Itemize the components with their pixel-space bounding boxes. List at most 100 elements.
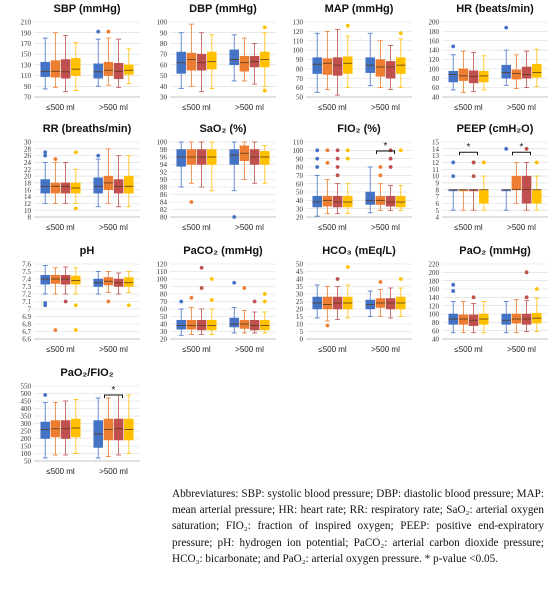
- y-tick-label: 100: [21, 450, 32, 458]
- significance-bracket: [459, 151, 478, 156]
- y-tick-label: 60: [160, 61, 168, 69]
- y-tick-label: 86: [160, 191, 168, 199]
- y-tick-label: 7.1: [22, 298, 31, 306]
- outlier-point: [335, 148, 340, 153]
- outlier-point: [388, 156, 393, 161]
- box: [50, 60, 61, 78]
- box: [385, 61, 396, 79]
- x-category-label: >500 ml: [235, 103, 264, 112]
- outlier-point: [315, 156, 320, 161]
- y-tick-label: 200: [429, 19, 440, 27]
- significance-bracket: [376, 150, 395, 154]
- outlier-point: [189, 295, 194, 300]
- outlier-point: [262, 299, 267, 304]
- y-tick-label: 100: [293, 47, 304, 55]
- y-tick-label: 30: [296, 291, 304, 299]
- y-tick-label: 11: [432, 166, 439, 174]
- y-tick-label: 30: [160, 328, 168, 336]
- panel-title: PaO₂/FIO₂: [60, 367, 113, 379]
- box: [186, 320, 197, 330]
- y-tick-label: 90: [160, 176, 168, 184]
- box: [532, 189, 542, 204]
- outlier-point: [106, 299, 111, 304]
- box: [468, 70, 479, 84]
- box: [332, 195, 343, 208]
- box: [50, 182, 61, 194]
- outlier-point: [345, 23, 350, 28]
- panel-8: pH 6.66.76.86.977.17.27.37.47.57.6 ≤500 ml…: [22, 245, 140, 354]
- y-tick-label: 20: [24, 173, 32, 181]
- box: [60, 275, 71, 285]
- y-tick-label: 450: [21, 398, 32, 406]
- y-tick-label: 40: [296, 197, 304, 205]
- y-tick-label: 12: [432, 159, 440, 167]
- y-tick-label: 80: [160, 214, 168, 222]
- panel-title: MAP (mmHg): [325, 3, 394, 15]
- box: [93, 63, 103, 79]
- outlier-point: [325, 160, 330, 165]
- box: [103, 61, 114, 76]
- box: [365, 191, 375, 205]
- y-tick-label: 100: [429, 311, 440, 319]
- significance-bracket: [512, 151, 531, 156]
- outlier-point: [43, 393, 48, 397]
- panel-12: PaO₂/FIO₂ 5010015020025030035040045050055…: [21, 367, 140, 476]
- outlier-point: [325, 148, 330, 153]
- y-tick-label: 50: [160, 72, 168, 80]
- x-category-label: ≤500 ml: [454, 103, 483, 112]
- y-tick-label: 15: [432, 139, 440, 147]
- outlier-point: [345, 156, 350, 161]
- outlier-point: [378, 280, 383, 284]
- y-tick-label: 8: [28, 214, 32, 222]
- y-tick-label: 88: [160, 184, 168, 192]
- y-tick-label: 250: [21, 428, 32, 436]
- y-tick-label: 10: [24, 207, 32, 215]
- box: [479, 189, 489, 204]
- box: [207, 51, 217, 70]
- outlier-point: [43, 150, 48, 155]
- outlier-point: [524, 146, 529, 151]
- x-category-label: >500 ml: [507, 103, 536, 112]
- x-category-label: >500 ml: [99, 223, 128, 232]
- outlier-point: [378, 173, 383, 178]
- panel-1: DBP (mmHg) 30 40 50 60 70 80 90 100 ≤500 ml >500 m…: [157, 3, 276, 112]
- outlier-point: [96, 153, 101, 158]
- y-tick-label: 98: [160, 146, 168, 154]
- y-tick-label: 110: [293, 37, 304, 45]
- y-tick-label: 60: [432, 84, 440, 92]
- y-tick-label: 110: [293, 139, 304, 147]
- y-tick-label: 50: [296, 94, 304, 102]
- y-tick-label: 20: [296, 214, 304, 222]
- y-tick-label: 22: [24, 166, 32, 174]
- y-tick-label: 90: [296, 155, 304, 163]
- outlier-point: [126, 303, 131, 308]
- y-tick-label: 160: [429, 37, 440, 45]
- y-tick-label: 5: [436, 207, 440, 215]
- y-tick-label: 70: [24, 94, 32, 102]
- box: [332, 57, 343, 76]
- y-tick-label: 100: [293, 147, 304, 155]
- outlier-point: [325, 323, 330, 328]
- outlier-point: [504, 146, 509, 151]
- box: [60, 420, 71, 439]
- y-tick-label: 13: [432, 152, 440, 160]
- y-tick-label: 200: [429, 269, 440, 277]
- y-tick-label: 80: [432, 75, 440, 83]
- box: [448, 70, 458, 83]
- y-tick-label: 5: [300, 328, 304, 336]
- y-tick-label: 50: [24, 458, 32, 466]
- y-tick-label: 90: [296, 56, 304, 64]
- box: [124, 175, 134, 194]
- outlier-point: [315, 165, 320, 169]
- y-tick-label: 82: [160, 206, 168, 214]
- panel-title: SBP (mmHg): [53, 3, 120, 15]
- y-tick-label: 120: [429, 56, 440, 64]
- outlier-point: [53, 157, 58, 161]
- box: [60, 59, 71, 79]
- y-tick-label: 70: [296, 75, 304, 83]
- outlier-point: [398, 31, 403, 36]
